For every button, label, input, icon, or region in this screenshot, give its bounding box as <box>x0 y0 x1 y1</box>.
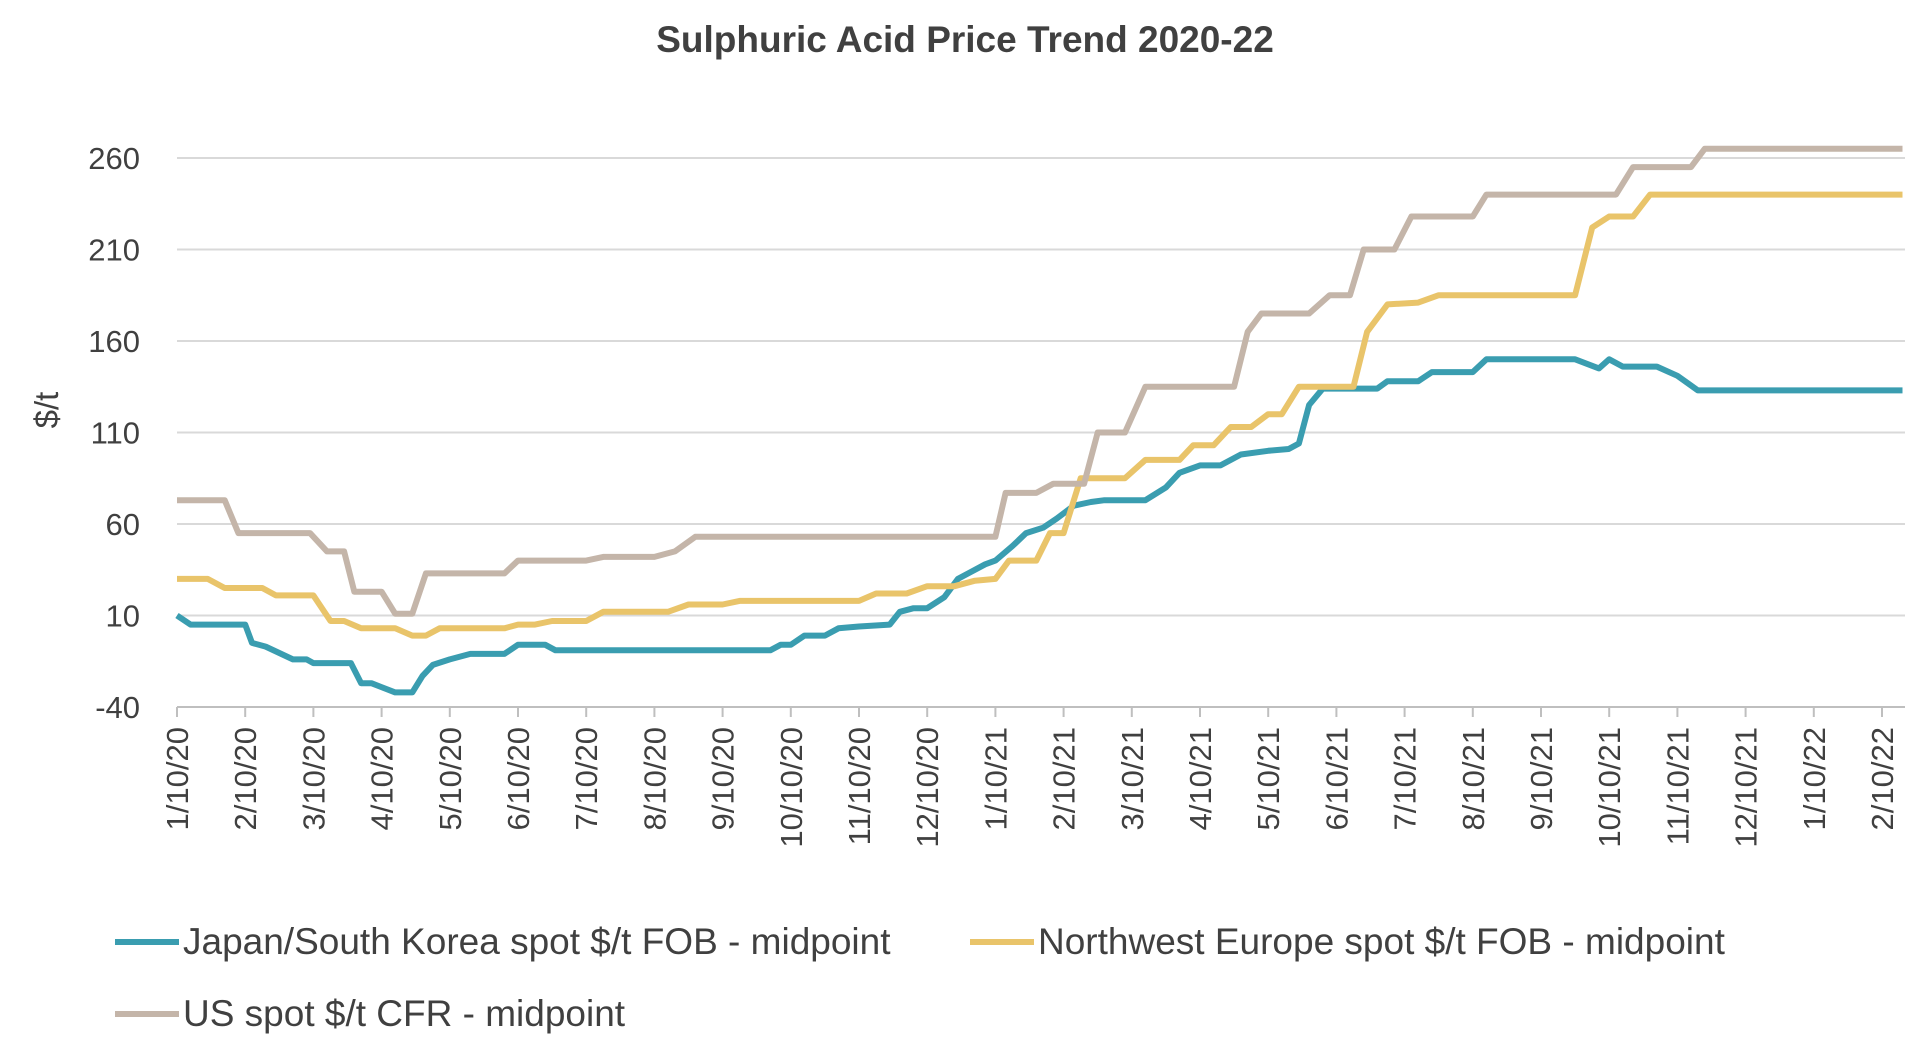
x-tick-label: 7/10/21 <box>1388 727 1423 830</box>
x-tick-label: 8/10/21 <box>1456 727 1491 830</box>
x-tick-label: 12/10/21 <box>1729 727 1764 848</box>
x-tick-label: 6/10/21 <box>1319 727 1354 830</box>
y-tick-label: 210 <box>88 232 140 267</box>
series-layer <box>175 145 1903 696</box>
x-tick-label: 2/10/22 <box>1865 727 1900 830</box>
x-tick-label: 7/10/20 <box>569 727 604 830</box>
y-tick-label: 60 <box>106 507 140 542</box>
x-tick-label: 2/10/21 <box>1047 727 1082 830</box>
legend-label-3: US spot $/t CFR - midpoint <box>183 993 626 1034</box>
x-tick-label: 2/10/20 <box>228 727 263 830</box>
legend-label-1: Japan/South Korea spot $/t FOB - midpoin… <box>183 921 891 962</box>
x-tick-label: 4/10/21 <box>1183 727 1218 830</box>
series-line-3 <box>177 145 1903 617</box>
y-axis-label: $/t <box>28 392 65 429</box>
x-tick-label: 11/10/20 <box>842 727 877 845</box>
y-tick-label: 260 <box>88 141 140 176</box>
series-line-1 <box>175 356 1903 696</box>
chart-title: Sulphuric Acid Price Trend 2020-22 <box>656 19 1274 60</box>
x-tick-label: 6/10/20 <box>501 727 536 830</box>
y-tick-label: 110 <box>91 415 140 450</box>
y-tick-label: 160 <box>88 324 140 359</box>
x-tick-label: 10/10/20 <box>774 727 809 848</box>
x-tick-label: 3/10/20 <box>296 727 331 830</box>
x-tick-label: 5/10/20 <box>433 727 468 830</box>
x-tick-label: 1/10/21 <box>978 727 1013 830</box>
y-tick-label: -40 <box>95 690 140 725</box>
x-tick-label: 8/10/20 <box>637 727 672 830</box>
x-tick-label: 9/10/20 <box>706 727 741 830</box>
x-tick-label: 4/10/20 <box>365 727 400 830</box>
x-tick-label: 12/10/20 <box>910 727 945 848</box>
x-tick-label: 10/10/21 <box>1592 727 1627 848</box>
x-tick-label: 9/10/21 <box>1524 727 1559 830</box>
y-tick-label: 10 <box>106 598 140 633</box>
legend: Japan/South Korea spot $/t FOB - midpoin… <box>115 921 1726 1034</box>
x-tick-label: 1/10/20 <box>160 727 195 830</box>
x-tick-label: 3/10/21 <box>1115 727 1150 830</box>
grid-layer <box>177 156 1905 617</box>
series-line-2 <box>177 191 1903 639</box>
x-tick-label: 5/10/21 <box>1251 727 1286 830</box>
legend-label-2: Northwest Europe spot $/t FOB - midpoint <box>1038 921 1726 962</box>
x-tick-label: 1/10/22 <box>1797 727 1832 830</box>
x-tick-label: 11/10/21 <box>1660 727 1695 845</box>
axis-layer: -40 10 60 110 160 210 260 1/10/20 2/10/20 3/10/20… <box>88 141 1905 848</box>
